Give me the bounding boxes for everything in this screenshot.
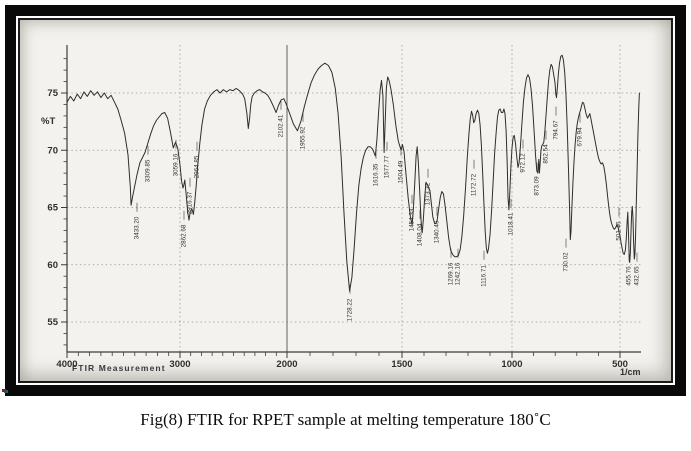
svg-text:1500: 1500	[391, 359, 412, 370]
svg-text:2964.85: 2964.85	[194, 155, 201, 178]
svg-text:455.76: 455.76	[626, 266, 633, 286]
svg-text:679.94: 679.94	[577, 127, 584, 147]
scan-area	[18, 18, 673, 383]
svg-text:2916.37: 2916.37	[187, 191, 194, 214]
svg-text:794.67: 794.67	[553, 120, 560, 140]
svg-text:432.65: 432.65	[634, 266, 641, 286]
svg-text:70: 70	[47, 145, 58, 156]
svg-text:3433.20: 3433.20	[134, 216, 141, 239]
svg-text:1616.35: 1616.35	[373, 163, 380, 186]
svg-text:1018.41: 1018.41	[508, 212, 515, 235]
svg-text:2000: 2000	[276, 359, 297, 370]
svg-text:3309.85: 3309.85	[145, 159, 152, 182]
svg-text:873.09: 873.09	[534, 176, 541, 196]
svg-text:1373.32: 1373.32	[425, 182, 432, 205]
svg-text:55: 55	[47, 317, 58, 328]
svg-text:1116.71: 1116.71	[481, 265, 488, 287]
x-axis-unit-label: 1/cm	[620, 367, 641, 377]
ftir-spectrum-chart: 75 70 65 60 55 4000 3000 2000 1500 1000 500 3433.20…	[47, 45, 641, 370]
svg-text:730.02: 730.02	[563, 252, 570, 272]
svg-text:1728.22: 1728.22	[347, 298, 354, 321]
svg-text:501.46: 501.46	[616, 221, 623, 241]
svg-text:500: 500	[612, 359, 628, 370]
svg-text:1172.72: 1172.72	[471, 173, 478, 196]
y-axis-label: %T	[41, 116, 56, 127]
svg-text:65: 65	[47, 203, 58, 214]
svg-text:1504.49: 1504.49	[398, 160, 405, 183]
svg-text:1000: 1000	[501, 359, 522, 370]
svg-text:3059.16: 3059.16	[173, 153, 180, 176]
svg-text:2102.41: 2102.41	[278, 114, 285, 137]
svg-text:852.54: 852.54	[543, 144, 550, 164]
svg-text:972.12: 972.12	[520, 153, 527, 173]
svg-text:2862.68: 2862.68	[181, 224, 188, 247]
svg-text:60: 60	[47, 260, 58, 271]
chart-title: FTIR Measurement	[72, 363, 166, 373]
svg-text:1340.46: 1340.46	[434, 220, 441, 243]
figure-caption: Fig(8) FTIR for RPET sample at melting t…	[140, 410, 551, 429]
svg-text:1408.04: 1408.04	[417, 223, 424, 246]
svg-text:1269.16: 1269.16	[448, 262, 455, 285]
svg-text:4000: 4000	[56, 359, 77, 370]
svg-text:1242.16: 1242.16	[455, 262, 462, 285]
scan-artifact-dot	[2, 389, 6, 392]
svg-text:1577.77: 1577.77	[384, 155, 391, 178]
svg-text:3000: 3000	[169, 359, 190, 370]
svg-text:1454.33: 1454.33	[409, 208, 416, 231]
svg-text:75: 75	[47, 88, 58, 99]
svg-text:1955.92: 1955.92	[300, 126, 307, 149]
